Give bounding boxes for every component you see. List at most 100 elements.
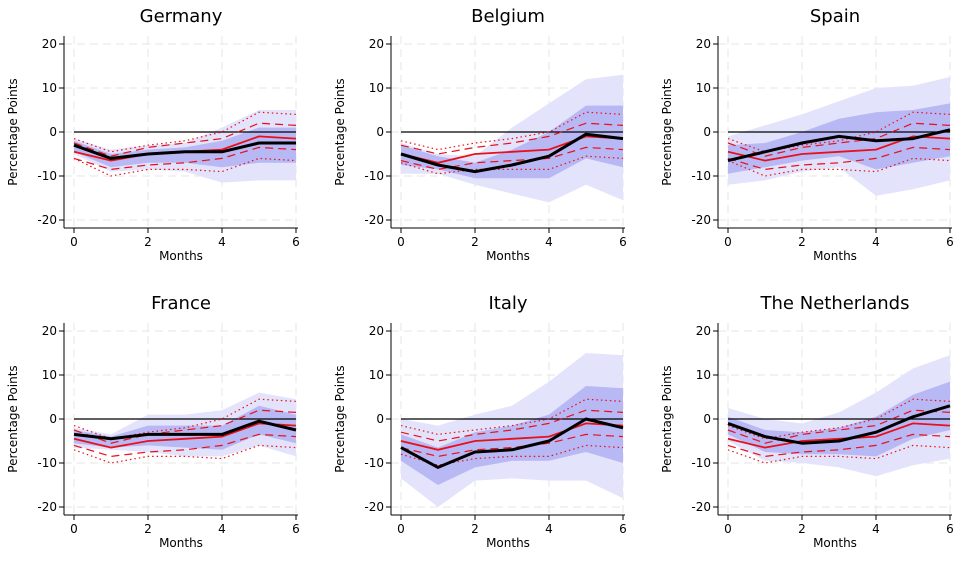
x-tick-label: 2	[471, 235, 479, 249]
x-tick-label: 6	[619, 522, 627, 536]
x-tick-label: 0	[397, 235, 405, 249]
red-dashed-upper-line	[73, 122, 297, 157]
red-dotted-lower-line	[727, 444, 951, 464]
x-axis-label: Months	[159, 249, 203, 263]
y-tick-label: -20	[364, 500, 384, 514]
red-dotted-lower-line	[73, 157, 297, 177]
x-tick-label: 0	[397, 522, 405, 536]
confidence-band-inner	[728, 381, 950, 457]
point-estimate-line	[73, 419, 297, 441]
y-tick-label: 10	[369, 368, 384, 382]
y-tick-label: -20	[364, 213, 384, 227]
x-tick-label: 2	[471, 522, 479, 536]
x-tick-label: 6	[946, 522, 954, 536]
y-tick-label: -20	[691, 500, 711, 514]
y-axis-label: Percentage Points	[333, 78, 347, 186]
x-tick-label: 6	[292, 522, 300, 536]
chart-panel: Italy 20 10 0 -10 -20 0 2 4 6 Months Percentage Poi…	[327, 287, 647, 564]
x-tick-label: 4	[872, 522, 880, 536]
x-tick-label: 2	[144, 522, 152, 536]
x-axis-label: Months	[813, 536, 857, 550]
chart-svg: 20 10 0 -10 -20 0 2 4 6	[37, 36, 300, 249]
red-mean-line	[400, 135, 624, 164]
y-tick-label: 0	[49, 412, 57, 426]
y-tick-label: 0	[703, 412, 711, 426]
point-estimate-line	[727, 128, 951, 163]
red-dashed-lower-line	[727, 433, 951, 458]
chart-panel: Germany 20 10 0 -10 -20 0 2 4 6 Months Percentage P…	[0, 0, 320, 277]
y-tick-label: 10	[42, 368, 57, 382]
chart-svg: 20 10 0 -10 -20 0 2 4 6	[691, 323, 954, 536]
red-dashed-upper-line	[73, 409, 297, 444]
red-dotted-lower-line	[400, 444, 624, 466]
chart-panel: The Netherlands 20 10 0 -10 -20 0 2 4 6 Months Perc…	[654, 287, 958, 564]
y-tick-label: 20	[369, 37, 384, 51]
y-tick-label: 0	[703, 125, 711, 139]
x-tick-label: 6	[946, 235, 954, 249]
red-dotted-upper-line	[400, 111, 624, 151]
y-tick-label: 0	[376, 412, 384, 426]
y-tick-label: 20	[42, 37, 57, 51]
red-dashed-upper-line	[727, 122, 951, 157]
red-dotted-upper-line	[727, 398, 951, 440]
y-axis-label: Percentage Points	[6, 78, 20, 186]
x-tick-label: 0	[724, 522, 732, 536]
y-tick-label: 10	[42, 81, 57, 95]
x-tick-label: 0	[70, 235, 78, 249]
x-axis-label: Months	[813, 249, 857, 263]
y-tick-label: 20	[696, 37, 711, 51]
y-axis-label: Percentage Points	[333, 365, 347, 473]
y-tick-label: 0	[376, 125, 384, 139]
chart-panel: France 20 10 0 -10 -20 0 2 4 6 Months Percentage Po…	[0, 287, 320, 564]
red-dotted-upper-line	[73, 398, 297, 440]
red-dashed-upper-line	[400, 409, 624, 442]
x-axis-label: Months	[486, 536, 530, 550]
red-dotted-upper-line	[400, 398, 624, 436]
red-mean-line	[400, 422, 624, 451]
x-tick-label: 2	[144, 235, 152, 249]
chart-panel: Spain 20 10 0 -10 -20 0 2 4 6 Months Percentage Poi…	[654, 0, 958, 277]
x-tick-label: 0	[70, 522, 78, 536]
x-tick-label: 4	[218, 235, 226, 249]
red-mean-line	[727, 422, 951, 449]
x-tick-label: 4	[218, 522, 226, 536]
red-dashed-lower-line	[73, 433, 297, 458]
y-tick-label: -10	[691, 456, 711, 470]
red-dotted-lower-line	[73, 444, 297, 464]
confidence-band-inner	[74, 127, 296, 168]
chart-svg: 20 10 0 -10 -20 0 2 4 6	[691, 36, 954, 249]
x-axis-label: Months	[486, 249, 530, 263]
chart-title: Germany	[139, 6, 223, 27]
y-tick-label: -10	[364, 169, 384, 183]
point-estimate-line	[400, 417, 624, 469]
red-dashed-lower-line	[727, 146, 951, 171]
red-mean-line	[73, 422, 297, 449]
red-dashed-upper-line	[727, 409, 951, 444]
x-tick-label: 2	[798, 522, 806, 536]
y-tick-label: 20	[696, 324, 711, 338]
red-dashed-lower-line	[400, 433, 624, 458]
y-tick-label: -20	[37, 500, 57, 514]
y-axis-label: Percentage Points	[6, 365, 20, 473]
red-dotted-lower-line	[400, 155, 624, 175]
y-tick-label: -20	[37, 213, 57, 227]
chart-svg: 20 10 0 -10 -20 0 2 4 6	[37, 323, 300, 536]
chart-title: Italy	[488, 293, 528, 314]
y-tick-label: -10	[37, 456, 57, 470]
x-tick-label: 4	[872, 235, 880, 249]
chart-title: Spain	[809, 6, 861, 27]
point-estimate-line	[727, 404, 951, 445]
red-dashed-upper-line	[400, 122, 624, 155]
chart-panel: Belgium 20 10 0 -10 -20 0 2 4 6 Months Percentage P…	[327, 0, 647, 277]
chart-title: Belgium	[471, 6, 545, 27]
y-axis-label: Percentage Points	[660, 78, 674, 186]
x-tick-label: 4	[545, 522, 553, 536]
chart-title: France	[151, 293, 211, 314]
x-tick-label: 4	[545, 235, 553, 249]
y-tick-label: 10	[696, 368, 711, 382]
x-tick-label: 2	[798, 235, 806, 249]
y-tick-label: 20	[369, 324, 384, 338]
red-dotted-upper-line	[727, 111, 951, 153]
confidence-band-inner	[401, 105, 623, 179]
